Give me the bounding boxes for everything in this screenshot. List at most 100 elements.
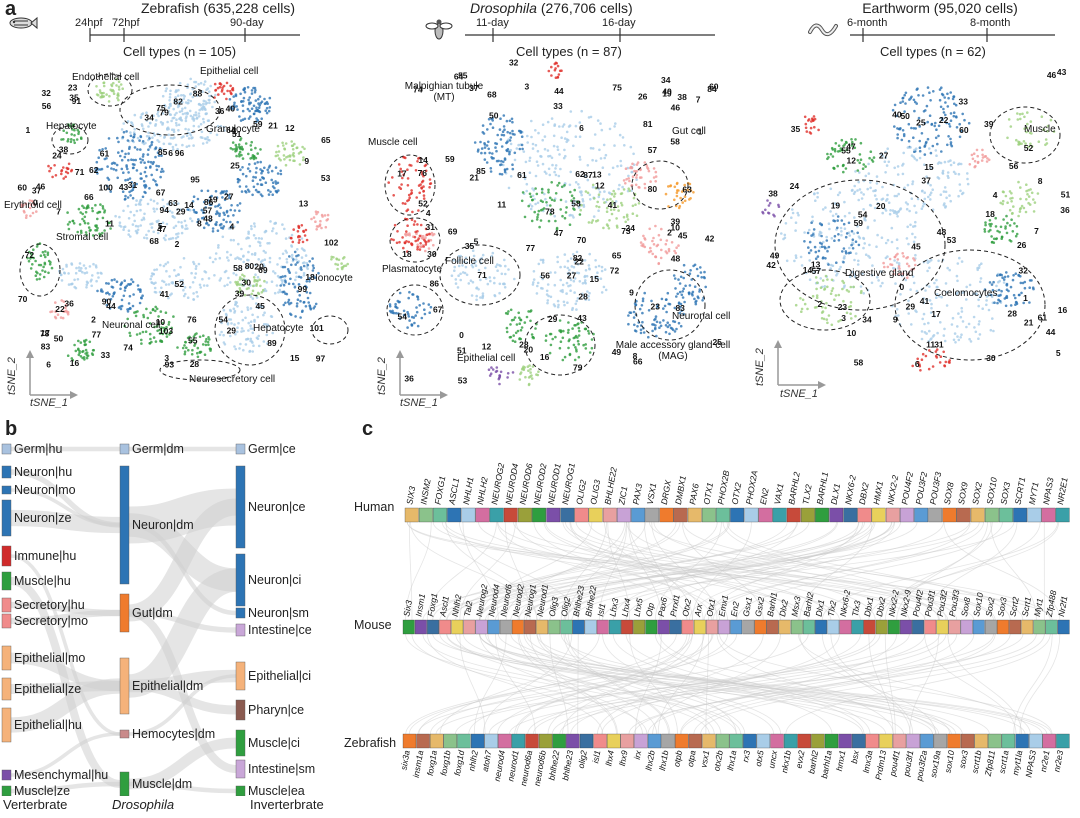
cluster-number: 53 — [458, 376, 468, 386]
gene-label: Tlx2 — [826, 600, 839, 618]
cluster-number: 72 — [25, 250, 35, 260]
gene-bar — [427, 619, 439, 635]
cluster-number: 5 — [158, 221, 163, 231]
cluster-number: 35 — [791, 124, 801, 134]
gene-bar — [414, 619, 427, 635]
gene-bar — [906, 733, 920, 749]
cluster-number: 86 — [430, 279, 440, 289]
gene-bar — [536, 619, 549, 635]
gene-bar — [487, 619, 500, 635]
cluster-number: 42 — [766, 260, 776, 270]
sankey-node-label: Immune|hu — [14, 549, 76, 563]
gene-bar — [801, 507, 815, 523]
gene-label: otx5 — [753, 749, 766, 767]
cluster-number: 6 — [579, 123, 584, 133]
gene-label: ZIC1 — [616, 485, 629, 506]
gene-bar — [669, 619, 682, 635]
gene-label: Arx — [692, 602, 704, 618]
cluster-number: 33 — [959, 97, 969, 107]
gene-label: Isl1 — [595, 602, 607, 617]
cluster-number: 34 — [144, 113, 154, 123]
cluster-number: 43 — [577, 313, 587, 323]
cluster-number: 40 — [662, 86, 672, 96]
sankey-diagram: Germ|hu Neuron|hu Neuron|mo Neuron|ze Immune… — [1, 442, 315, 796]
zebrafish-title: Zebrafish (635,228 cells) — [140, 0, 296, 16]
gene-label: Otx2 — [680, 598, 693, 618]
gene-label: POU3F3 — [928, 471, 944, 506]
sankey-node — [119, 593, 130, 633]
cluster-number: 48 — [203, 213, 213, 223]
cluster-blob — [547, 61, 563, 79]
sankey-link — [10, 781, 121, 794]
cluster-number: 20 — [254, 261, 264, 271]
gene-label: PHOX2B — [716, 469, 732, 505]
sankey-link — [128, 674, 237, 736]
sankey-bottom-left: Verterbrate — [3, 797, 68, 812]
cluster-boundary — [87, 73, 133, 107]
gene-label: Pax6 — [656, 596, 669, 617]
gene-bar — [402, 619, 415, 635]
cluster-number: 18 — [985, 209, 995, 219]
ew-axis-x: tSNE_1 — [780, 388, 818, 400]
cluster-number: 11 — [497, 200, 506, 210]
cluster-number: 56 — [42, 101, 52, 111]
cluster-number: 60 — [18, 183, 28, 193]
cluster-blob — [627, 291, 685, 339]
gene-bar — [433, 507, 447, 523]
gene-label: VSX1 — [645, 482, 659, 505]
gene-bar — [525, 733, 539, 749]
cluster-number: 31 — [128, 180, 138, 190]
gene-label: NHLH1 — [461, 476, 476, 505]
cluster-number: 32 — [1019, 265, 1029, 275]
sankey-node-label: Muscle|ci — [248, 736, 300, 750]
gene-label: barhl1a — [819, 749, 834, 779]
zf-label-hepatocyte: Hepatocyte — [46, 121, 97, 132]
cluster-blob — [236, 160, 283, 198]
sankey-node — [119, 729, 130, 739]
gene-label: SOX9 — [956, 481, 970, 505]
sankey-node — [235, 465, 246, 549]
cluster-number: 24 — [790, 181, 800, 191]
sankey-node-label: Germ|ce — [248, 442, 296, 456]
sankey-node — [1, 597, 12, 613]
cluster-boundary — [51, 125, 89, 155]
sankey-node — [235, 759, 246, 779]
cluster-number: 62 — [575, 169, 585, 179]
zf-label-granulocyte: Granulocyte — [206, 124, 260, 135]
gene-bar — [498, 733, 512, 749]
gene-label: Pou3f3 — [947, 589, 962, 618]
cluster-number: 2 — [175, 239, 180, 249]
gene-label: nr2e3 — [1052, 749, 1066, 772]
gene-bar — [997, 619, 1009, 635]
row-label-human: Human — [354, 500, 395, 514]
gene-label: OTX2 — [730, 481, 744, 505]
gene-bar — [518, 507, 532, 523]
zf-label-endothelial: Endothelial cell — [72, 72, 140, 83]
cluster-number: 55 — [841, 145, 851, 155]
gene-label: rx3 — [740, 749, 752, 763]
zf-axis-x: tSNE_1 — [30, 397, 68, 409]
gene-bar — [824, 733, 839, 749]
gene-bar — [730, 507, 745, 523]
cluster-number: 45 — [911, 241, 921, 251]
cluster-blob — [579, 183, 641, 230]
cluster-boundary — [774, 179, 946, 311]
gene-label: OTX1 — [701, 481, 715, 505]
drosophila-title-italic: Drosophila — [470, 0, 537, 16]
gene-bar — [1021, 619, 1034, 635]
gene-bar — [447, 507, 462, 523]
cluster-number: 3 — [841, 313, 846, 323]
cluster-number: 68 — [149, 236, 159, 246]
gene-bar — [475, 619, 488, 635]
cluster-blob — [66, 338, 95, 362]
cluster-number: 72 — [610, 266, 620, 276]
cluster-number: 74 — [413, 85, 423, 95]
sankey-node — [1, 707, 12, 743]
cluster-number: 5 — [474, 236, 479, 246]
zebrafish-tsne-plot: 2244717864440961891977656825168595363183… — [18, 73, 350, 381]
sankey-node-label: Germ|hu — [14, 442, 62, 456]
cluster-number: 44 — [1046, 327, 1056, 337]
cluster-blob — [186, 189, 242, 233]
sankey-node — [1, 785, 12, 796]
cluster-number: 83 — [41, 341, 51, 351]
